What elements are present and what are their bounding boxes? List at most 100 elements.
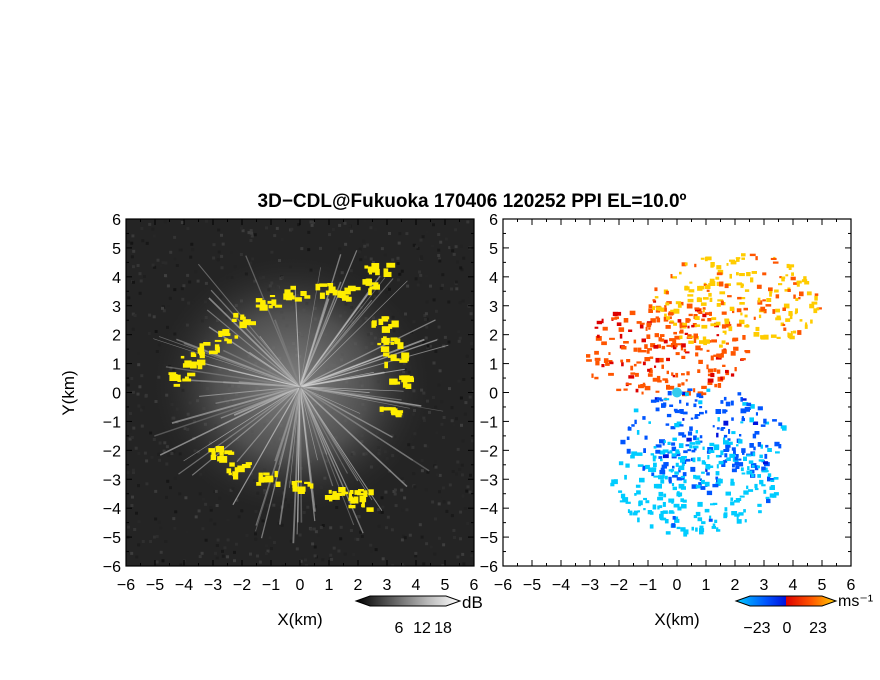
velocity-cell xyxy=(699,348,703,351)
y-tick-label: 3 xyxy=(112,299,121,316)
velocity-cell xyxy=(654,287,658,292)
velocity-cell xyxy=(736,514,739,520)
velocity-cell xyxy=(629,510,633,516)
echo-ring-point xyxy=(377,342,382,346)
noise-speck xyxy=(328,557,332,560)
noise-speck xyxy=(165,445,169,449)
noise-speck xyxy=(390,528,394,532)
velocity-cell xyxy=(605,363,610,366)
echo-ring-point xyxy=(190,362,197,369)
velocity-cell xyxy=(757,503,762,507)
echo-ring-point xyxy=(341,491,346,496)
noise-speck xyxy=(186,273,190,277)
noise-speck xyxy=(429,284,432,288)
noise-speck xyxy=(464,401,468,405)
noise-speck xyxy=(379,275,383,279)
velocity-cell xyxy=(742,335,746,340)
noise-speck xyxy=(442,436,445,439)
velocity-cell xyxy=(621,362,624,367)
velocity-cell xyxy=(757,465,760,469)
x-tick-label: −5 xyxy=(523,577,541,594)
velocity-cell xyxy=(720,376,724,381)
noise-speck xyxy=(304,558,307,562)
velocity-cell xyxy=(734,456,738,461)
velocity-cell xyxy=(735,257,741,260)
velocity-cell xyxy=(694,324,701,327)
velocity-cell xyxy=(629,310,636,316)
velocity-cell xyxy=(746,454,752,457)
echo-ring-point xyxy=(258,476,267,483)
noise-speck xyxy=(425,542,429,546)
velocity-cell xyxy=(688,340,694,344)
velocity-cell xyxy=(804,281,810,285)
echo-ring-point xyxy=(332,292,338,296)
velocity-cell xyxy=(682,322,688,326)
velocity-cell xyxy=(670,309,674,313)
echo-ring-point xyxy=(332,491,337,496)
noise-speck xyxy=(164,274,167,278)
noise-speck xyxy=(159,550,163,554)
velocity-cell xyxy=(760,424,766,427)
velocity-cell xyxy=(715,321,721,326)
velocity-cell xyxy=(795,297,799,301)
noise-speck xyxy=(215,556,219,560)
velocity-cell xyxy=(728,429,731,434)
echo-ring-point xyxy=(241,464,251,469)
velocity-cell xyxy=(686,371,690,376)
velocity-cell xyxy=(729,259,735,262)
velocity-cell xyxy=(675,372,679,378)
velocity-cell xyxy=(706,388,711,392)
noise-speck xyxy=(310,223,314,227)
velocity-cell xyxy=(752,421,759,425)
velocity-cell xyxy=(769,478,775,481)
echo-streak xyxy=(299,286,374,388)
velocity-cell xyxy=(696,393,702,398)
velocity-cell xyxy=(665,302,670,306)
noise-speck xyxy=(453,536,456,539)
velocity-cell xyxy=(608,360,613,363)
velocity-cell xyxy=(661,464,667,469)
velocity-cell xyxy=(719,344,723,348)
velocity-cell xyxy=(635,484,641,488)
velocity-cell xyxy=(705,410,708,414)
velocity-cell xyxy=(731,431,736,435)
noise-speck xyxy=(180,221,184,224)
y-tick-label: 4 xyxy=(489,270,498,287)
velocity-cell xyxy=(730,497,734,501)
velocity-cell xyxy=(637,517,640,523)
echo-ring-point xyxy=(199,343,205,349)
velocity-cell xyxy=(724,409,728,412)
echo-ring-point xyxy=(369,282,379,285)
noise-speck xyxy=(356,515,360,518)
velocity-cell xyxy=(810,319,813,324)
velocity-cell xyxy=(642,465,646,470)
noise-speck xyxy=(129,265,132,269)
velocity-cell xyxy=(669,385,675,390)
echo-ring-point xyxy=(219,456,228,463)
velocity-cell xyxy=(692,323,697,328)
velocity-cell xyxy=(784,289,790,292)
noise-speck xyxy=(201,497,205,501)
db-colorbar-unit: dB xyxy=(462,593,483,612)
noise-speck xyxy=(135,511,138,515)
velocity-cell xyxy=(673,408,678,412)
velocity-cell xyxy=(716,527,719,532)
velocity-cell xyxy=(668,316,672,320)
velocity-cell xyxy=(776,336,781,339)
noise-speck xyxy=(450,419,454,423)
velocity-cell xyxy=(693,435,697,441)
noise-speck xyxy=(140,374,144,378)
velocity-cell xyxy=(675,462,679,467)
velocity-cell xyxy=(761,484,766,487)
noise-speck xyxy=(466,522,470,525)
velocity-cell xyxy=(634,372,639,377)
noise-speck xyxy=(217,228,221,232)
noise-speck xyxy=(434,465,438,469)
velocity-cell xyxy=(750,404,755,409)
noise-speck xyxy=(194,270,198,274)
velocity-cell xyxy=(601,341,607,346)
velocity-cell xyxy=(668,479,672,484)
velocity-cell xyxy=(652,377,658,382)
noise-speck xyxy=(173,288,177,292)
velocity-cell xyxy=(659,439,665,444)
